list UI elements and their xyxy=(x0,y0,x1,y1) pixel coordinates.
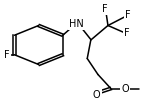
Text: F: F xyxy=(124,28,129,38)
Text: O: O xyxy=(121,84,129,94)
Text: F: F xyxy=(4,50,9,60)
Text: F: F xyxy=(102,4,108,14)
Text: HN: HN xyxy=(69,19,84,29)
Text: O: O xyxy=(93,90,100,100)
Text: F: F xyxy=(125,10,131,20)
